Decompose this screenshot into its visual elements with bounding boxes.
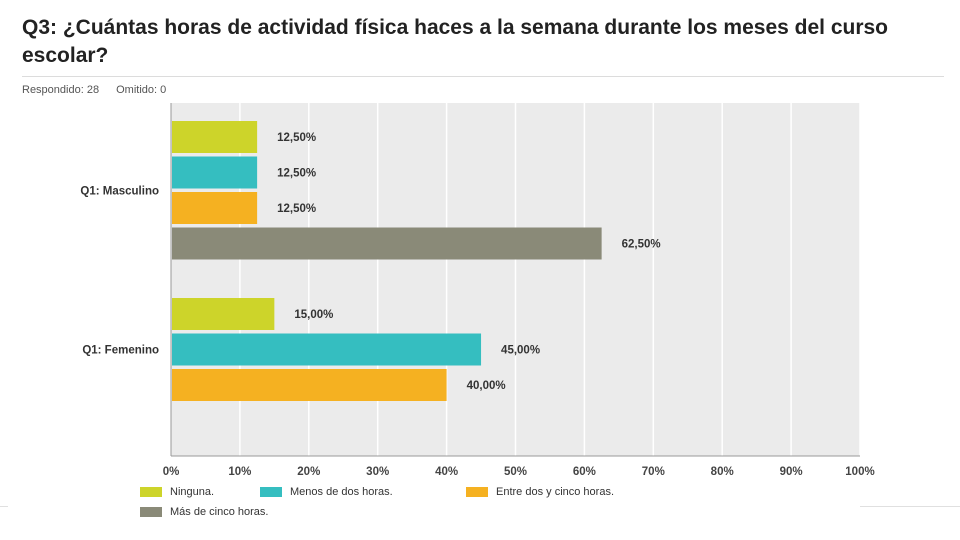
footer-divider-right [860,506,960,507]
answered-count: Respondido: 28 [22,84,100,96]
x-tick-label: 40% [435,466,458,478]
bar [172,156,258,189]
x-tick-label: 100% [845,466,874,478]
bar [172,121,258,153]
data-label: 15,00% [294,309,333,321]
x-tick-label: 90% [780,466,803,478]
legend-item: Ninguna. [140,486,214,498]
data-label: 62,50% [622,239,661,251]
legend-label: Ninguna. [170,486,215,498]
x-tick-label: 50% [504,466,527,478]
legend-item: Menos de dos horas. [260,486,393,498]
bar [172,227,602,260]
data-label: 40,00% [467,380,506,392]
x-tick-label: 10% [228,466,251,478]
legend-label: Más de cinco horas. [170,506,269,518]
title-divider [22,76,944,77]
response-meta: Respondido: 28 Omitido: 0 [22,84,180,96]
bar [172,192,258,224]
data-label: 45,00% [501,345,540,357]
x-tick-label: 30% [366,466,389,478]
bar [172,369,447,401]
category-label: Q1: Femenino [82,345,159,357]
legend-item: Más de cinco horas. [140,506,268,518]
x-tick-label: 80% [711,466,734,478]
x-tick-label: 60% [573,466,596,478]
skipped-count: Omitido: 0 [116,84,167,96]
x-tick-label: 70% [642,466,665,478]
legend-swatch [260,487,282,497]
x-tick-label: 20% [297,466,320,478]
category-label: Q1: Masculino [80,185,159,197]
footer-divider-left [0,506,8,507]
data-label: 12,50% [277,168,316,180]
legend-label: Entre dos y cinco horas. [496,486,615,498]
legend-swatch [140,487,162,497]
x-tick-label: 0% [163,466,180,478]
data-label: 12,50% [277,132,316,144]
legend-item: Entre dos y cinco horas. [466,486,614,498]
legend-swatch [140,507,162,517]
legend-swatch [466,487,488,497]
legend-label: Menos de dos horas. [290,486,393,498]
bar [172,333,482,366]
bar [172,298,275,330]
question-title: Q3: ¿Cuántas horas de actividad física h… [22,16,889,67]
data-label: 12,50% [277,203,316,215]
